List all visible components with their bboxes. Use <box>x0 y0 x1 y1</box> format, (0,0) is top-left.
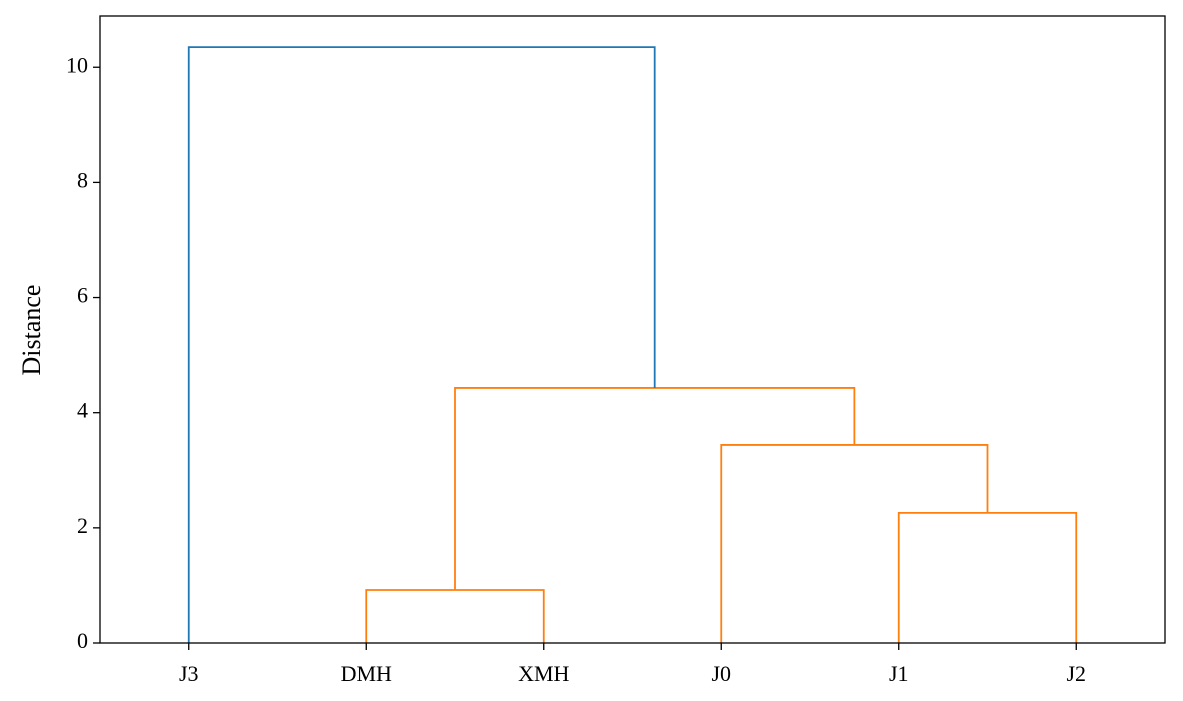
link <box>454 387 856 591</box>
y-tick-label: 0 <box>77 628 88 653</box>
link <box>365 589 545 643</box>
x-tick-label: J3 <box>179 661 199 686</box>
y-tick-label: 8 <box>77 167 88 192</box>
x-tick-label: DMH <box>341 661 392 686</box>
x-tick-label: J1 <box>889 661 909 686</box>
y-tick-label: 10 <box>66 52 88 77</box>
link <box>720 444 989 643</box>
y-tick-label: 6 <box>77 283 88 308</box>
x-tick-label: J2 <box>1066 661 1086 686</box>
y-tick-label: 4 <box>77 398 88 423</box>
plot-frame <box>99 15 1166 644</box>
link <box>897 511 1078 643</box>
x-tick-label: XMH <box>518 661 569 686</box>
link <box>187 46 656 643</box>
y-axis-label: Distance <box>17 285 46 376</box>
y-tick-label: 2 <box>77 513 88 538</box>
x-tick-label: J0 <box>711 661 731 686</box>
